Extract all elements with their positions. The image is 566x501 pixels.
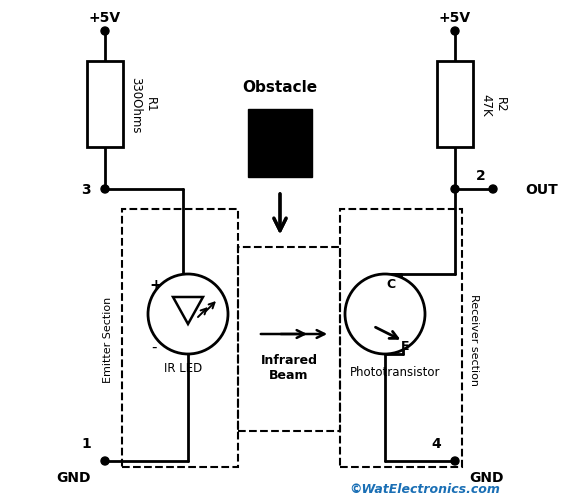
Text: 2: 2 [476, 169, 486, 183]
Text: R2
47K: R2 47K [479, 94, 507, 116]
Circle shape [345, 275, 425, 354]
Text: GND: GND [57, 470, 91, 484]
Text: Emitter Section: Emitter Section [103, 296, 113, 382]
Polygon shape [173, 298, 203, 324]
Text: Receiver section: Receiver section [469, 294, 479, 385]
Text: GND: GND [469, 470, 504, 484]
Bar [248, 110, 312, 178]
Text: Phototransistor: Phototransistor [349, 366, 440, 379]
Circle shape [101, 457, 109, 465]
Text: 4: 4 [431, 436, 441, 450]
Text: -: - [151, 339, 157, 354]
Circle shape [489, 186, 497, 193]
Bar [437, 62, 473, 148]
Circle shape [451, 457, 459, 465]
Circle shape [148, 275, 228, 354]
Text: Obstacle: Obstacle [242, 80, 318, 95]
Bar [340, 209, 462, 467]
Text: 1: 1 [82, 436, 91, 450]
Text: OUT: OUT [525, 183, 558, 196]
Bar [87, 62, 123, 148]
Bar [122, 209, 238, 467]
Circle shape [101, 28, 109, 36]
Text: ©WatElectronics.com: ©WatElectronics.com [349, 482, 500, 495]
Circle shape [101, 186, 109, 193]
Text: IR LED: IR LED [164, 362, 202, 375]
Text: 3: 3 [82, 183, 91, 196]
Text: E: E [401, 340, 409, 353]
Text: +: + [149, 277, 162, 292]
Bar [238, 247, 340, 431]
Circle shape [451, 28, 459, 36]
Text: Infrared
Beam: Infrared Beam [260, 353, 318, 381]
Text: +5V: +5V [89, 11, 121, 25]
Text: R1
330Ohms: R1 330Ohms [129, 77, 157, 133]
Text: +5V: +5V [439, 11, 471, 25]
Circle shape [451, 186, 459, 193]
Text: C: C [387, 278, 396, 291]
